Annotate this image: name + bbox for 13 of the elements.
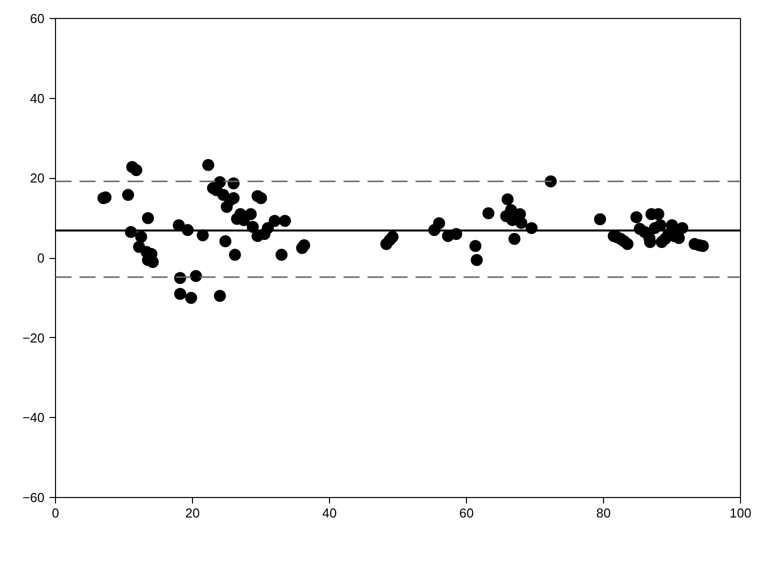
x-tick-label: 40 [322,506,337,520]
x-tick-label: 80 [596,506,611,520]
x-tick-label: 100 [730,506,752,520]
x-tick-label: 0 [52,506,60,520]
y-tick-label: −60 [22,490,45,505]
y-tick-label: −20 [22,330,45,346]
y-tick-label: 20 [30,170,45,186]
y-tick-label: −40 [22,410,45,426]
y-tick-label: 60 [30,11,45,26]
x-tick-label: 60 [459,506,474,520]
x-tick-label: 20 [185,506,200,520]
y-tick-label: 40 [30,90,45,106]
y-tick-label: 0 [37,250,45,266]
